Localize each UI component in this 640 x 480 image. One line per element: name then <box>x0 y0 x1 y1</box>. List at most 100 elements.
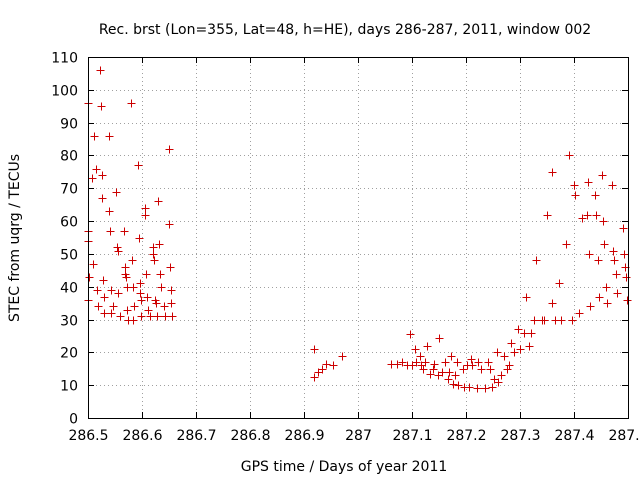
data-point <box>548 168 557 177</box>
data-point <box>430 360 439 369</box>
data-point <box>441 358 450 367</box>
x-tick-label: 287.4 <box>554 428 594 444</box>
data-point <box>612 270 621 279</box>
y-axis-label: STEC from uqrg / TECUs <box>7 154 23 322</box>
data-point <box>486 365 495 374</box>
y-tick-label: 40 <box>60 281 78 297</box>
data-point <box>114 289 123 298</box>
data-point <box>467 355 476 364</box>
data-point <box>128 256 137 265</box>
data-point <box>468 361 477 370</box>
data-point <box>578 214 587 223</box>
data-point <box>120 227 129 236</box>
data-point <box>584 178 593 187</box>
data-point <box>557 316 566 325</box>
data-point <box>609 247 618 256</box>
y-tick-label: 30 <box>60 314 78 330</box>
data-point <box>114 247 123 256</box>
data-point <box>93 286 102 295</box>
data-point <box>161 312 170 321</box>
data-point <box>570 181 579 190</box>
data-point <box>168 312 177 321</box>
data-point <box>322 360 331 369</box>
data-point <box>123 306 132 315</box>
data-point <box>497 371 506 380</box>
data-point <box>94 302 103 311</box>
y-tick-label: 110 <box>51 51 78 67</box>
data-point <box>473 384 482 393</box>
data-point <box>100 293 109 302</box>
data-point <box>514 325 523 334</box>
data-point <box>310 373 319 382</box>
data-point <box>575 309 584 318</box>
grid-lines <box>88 57 628 418</box>
data-point <box>459 365 468 374</box>
data-point <box>438 368 447 377</box>
data-point <box>423 342 432 351</box>
data-point <box>481 384 490 393</box>
data-point <box>143 293 152 302</box>
data-point <box>525 342 534 351</box>
y-tick-label: 10 <box>60 379 78 395</box>
data-point <box>540 316 549 325</box>
data-point <box>530 316 539 325</box>
data-point <box>393 360 402 369</box>
data-point <box>474 358 483 367</box>
data-point <box>85 273 94 282</box>
data-point <box>619 224 628 233</box>
data-point <box>610 256 619 265</box>
data-point <box>412 358 421 367</box>
data-point <box>150 256 159 265</box>
data-point <box>451 371 460 380</box>
data-point <box>113 243 122 252</box>
data-point <box>137 296 146 305</box>
data-point <box>338 352 347 361</box>
data-point <box>447 352 456 361</box>
data-point <box>116 312 125 321</box>
data-point <box>622 273 631 282</box>
data-point <box>548 299 557 308</box>
x-tick-label: 286.5 <box>68 428 108 444</box>
data-point <box>484 358 493 367</box>
data-point <box>105 132 114 141</box>
data-point <box>494 378 503 387</box>
y-tick-label: 70 <box>60 182 78 198</box>
y-tick-label: 0 <box>69 412 78 428</box>
data-point <box>149 250 158 259</box>
data-point <box>620 250 629 259</box>
data-point <box>602 283 611 292</box>
data-point <box>522 293 531 302</box>
data-point <box>98 194 107 203</box>
data-point <box>591 191 600 200</box>
x-tick-label: 286.9 <box>284 428 324 444</box>
data-point <box>152 299 161 308</box>
data-point <box>160 302 169 311</box>
data-point <box>543 211 552 220</box>
data-point <box>426 370 435 379</box>
data-point <box>112 188 121 197</box>
data-point <box>107 286 116 295</box>
data-point <box>583 211 592 220</box>
data-point <box>510 348 519 357</box>
x-tick-label: 286.6 <box>122 428 162 444</box>
data-point <box>507 339 516 348</box>
data-series <box>84 66 632 393</box>
y-tick-label: 60 <box>60 215 78 231</box>
data-point <box>136 289 145 298</box>
data-point <box>100 309 109 318</box>
y-tick-label: 80 <box>60 149 78 165</box>
data-point <box>429 365 438 374</box>
data-point <box>516 345 525 354</box>
data-point <box>398 358 407 367</box>
x-tick-label: 287.2 <box>446 428 486 444</box>
data-point <box>146 312 155 321</box>
data-point <box>96 66 105 75</box>
data-point <box>562 240 571 249</box>
data-point <box>121 263 130 272</box>
data-point <box>555 279 564 288</box>
data-point <box>109 302 118 311</box>
y-axis: 0 10 20 30 40 50 60 70 80 90 100 110 <box>51 51 628 428</box>
data-point <box>488 383 497 392</box>
x-tick-label: 287.3 <box>500 428 540 444</box>
